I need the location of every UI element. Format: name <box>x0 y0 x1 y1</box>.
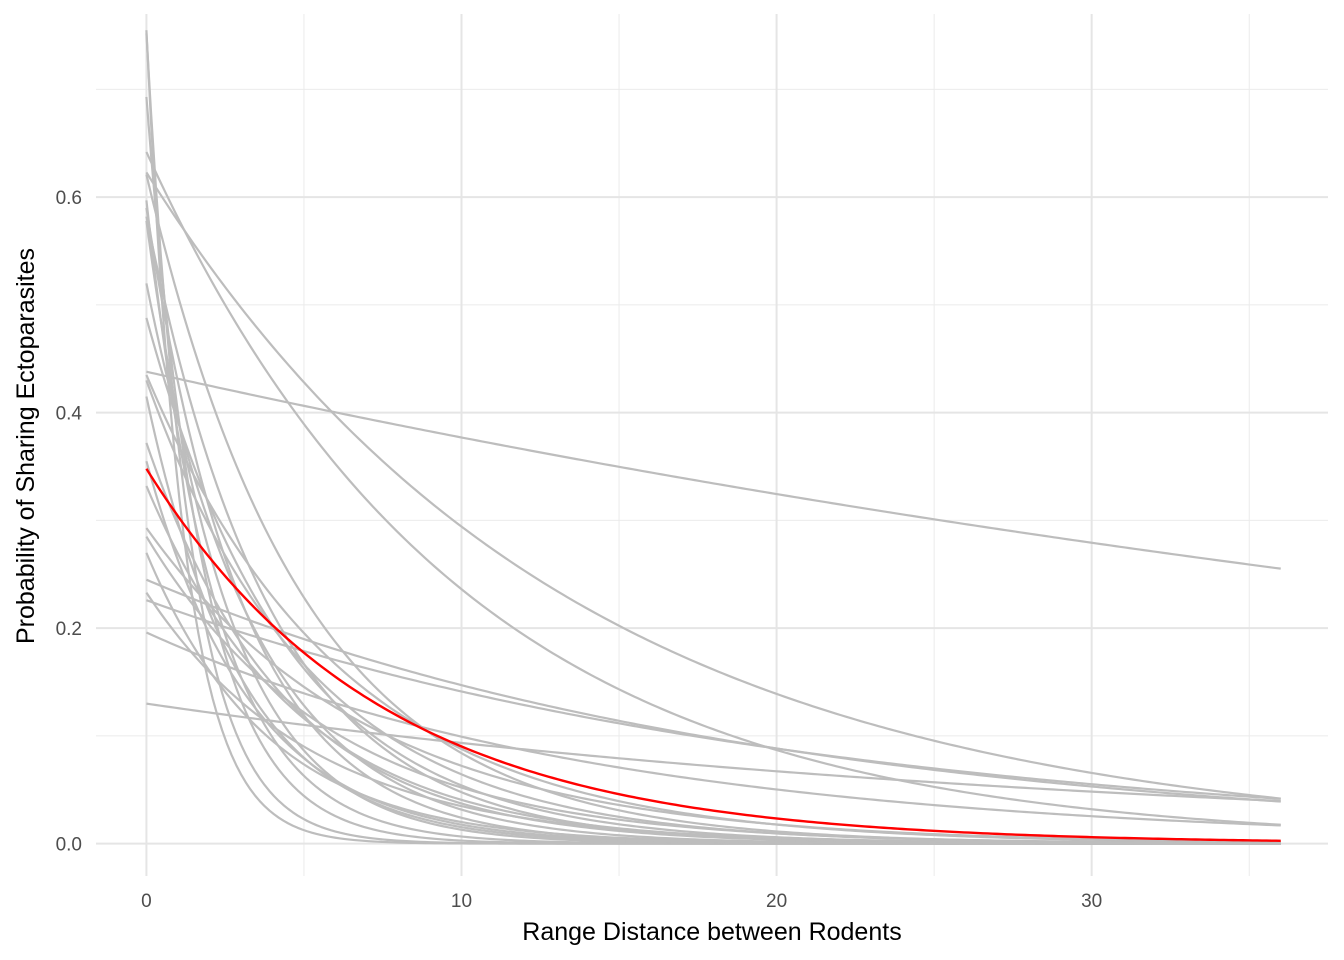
grid-minor <box>96 14 1328 876</box>
x-tick-label: 10 <box>451 891 472 912</box>
series-line <box>145 485 1281 845</box>
y-axis-title: Probability of Sharing Ectoparasites <box>12 248 40 644</box>
x-tick-label: 30 <box>1081 891 1102 912</box>
x-tick-label: 20 <box>766 891 787 912</box>
series-line <box>145 216 1281 845</box>
y-tick-label: 0.0 <box>56 835 82 856</box>
series-line <box>145 379 1281 845</box>
tick-labels: 0 10 20 30 0.0 0.2 0.4 0.6 <box>56 188 1103 912</box>
series-lines <box>145 30 1281 845</box>
series-line <box>145 592 1281 845</box>
y-tick-label: 0.6 <box>56 188 82 209</box>
series-line <box>145 200 1281 845</box>
x-tick-label: 0 <box>141 891 152 912</box>
x-axis-title: Range Distance between Rodents <box>522 918 901 946</box>
highlight-series-line <box>145 468 1281 842</box>
series-line <box>145 174 1281 845</box>
series-line <box>146 702 1281 803</box>
series-line <box>145 631 1281 827</box>
series-line <box>145 207 1281 845</box>
series-line <box>145 220 1281 845</box>
y-tick-label: 0.2 <box>56 619 82 640</box>
y-tick-label: 0.4 <box>56 404 83 425</box>
series-line <box>145 536 1281 845</box>
series-line <box>146 370 1281 570</box>
series-line <box>145 171 1281 800</box>
series-line <box>145 527 1281 843</box>
series-line <box>145 283 1281 845</box>
series-line <box>146 599 1281 800</box>
series-line <box>145 151 1281 826</box>
